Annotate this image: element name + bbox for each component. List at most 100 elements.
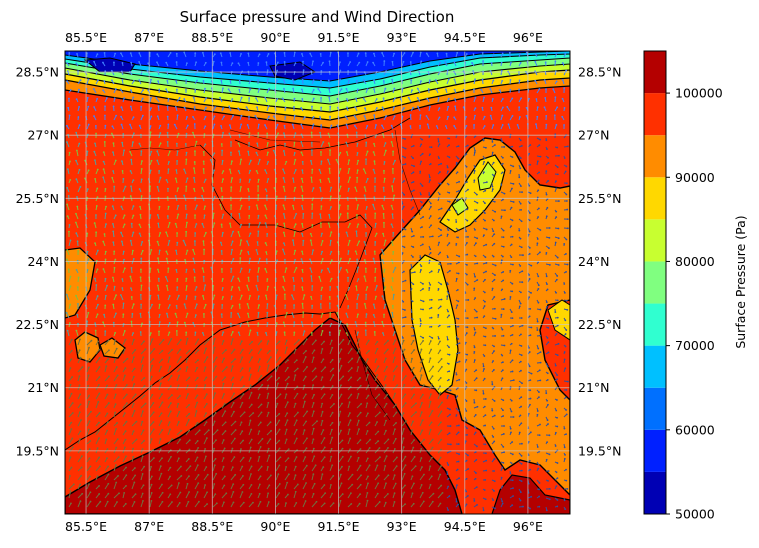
wind-arrow-head <box>475 97 477 99</box>
wind-arrow-head <box>518 176 520 178</box>
wind-arrow-head <box>429 79 431 81</box>
wind-arrow-head <box>529 219 531 221</box>
wind-arrow-head <box>267 303 269 305</box>
wind-arrow-head <box>283 242 285 244</box>
wind-arrow-head <box>473 89 475 91</box>
wind-arrow-head <box>384 178 386 180</box>
wind-arrow-head <box>413 439 415 441</box>
wind-arrow-head <box>131 313 133 315</box>
wind-arrow-head <box>224 403 226 405</box>
wind-arrow-head <box>373 143 375 145</box>
wind-arrow-head <box>422 283 424 285</box>
wind-arrow-head <box>548 162 550 164</box>
wind-arrow-head <box>426 98 428 100</box>
wind-arrow-head <box>453 116 455 118</box>
wind-arrow-head <box>223 340 225 342</box>
wind-arrow-head <box>441 401 443 403</box>
wind-arrow-head <box>282 276 284 278</box>
wind-arrow-head <box>530 192 532 194</box>
wind-arrow-head <box>445 89 447 91</box>
wind-arrow-head <box>431 270 433 272</box>
wind-arrow-head <box>226 366 228 368</box>
wind-arrow-head <box>364 107 366 109</box>
wind-arrow-head <box>69 224 71 226</box>
wind-arrow-head <box>557 257 559 259</box>
wind-arrow-head <box>411 358 413 360</box>
wind-arrow-head <box>339 79 341 81</box>
wind-arrow-head <box>215 439 217 441</box>
wind-arrow-head <box>132 231 134 233</box>
wind-arrow-head <box>440 377 442 379</box>
wind-arrow-head <box>387 349 389 351</box>
wind-arrow-head <box>130 52 132 54</box>
wind-arrow-head <box>345 294 347 296</box>
wind-arrow-head <box>558 155 560 157</box>
wind-arrow-head <box>393 195 395 197</box>
wind-arrow-head <box>412 246 414 248</box>
wind-arrow-head <box>430 340 432 342</box>
wind-arrow-head <box>385 430 387 432</box>
wind-arrow-head <box>126 394 128 396</box>
wind-arrow-head <box>88 258 90 260</box>
wind-arrow-head <box>205 304 207 306</box>
wind-arrow-head <box>530 398 532 400</box>
wind-arrow-head <box>312 438 314 440</box>
wind-arrow-head <box>492 360 494 362</box>
wind-arrow-head <box>546 207 548 209</box>
wind-arrow-head <box>494 335 496 337</box>
wind-arrow-head <box>97 250 99 252</box>
wind-arrow-head <box>373 151 375 153</box>
wind-arrow-head <box>113 106 115 108</box>
wind-arrow-head <box>221 196 223 198</box>
wind-arrow-head <box>124 267 126 269</box>
wind-arrow-head <box>436 53 438 55</box>
wind-arrow-head <box>518 88 520 90</box>
wind-arrow-head <box>277 61 279 63</box>
wind-arrow-head <box>465 116 467 118</box>
wind-arrow-head <box>282 249 284 251</box>
wind-arrow-head <box>319 169 321 171</box>
wind-arrow-head <box>79 169 81 171</box>
wind-arrow-head <box>412 157 414 159</box>
wind-arrow-head <box>264 169 266 171</box>
wind-arrow-head <box>383 60 385 62</box>
wind-arrow-head <box>457 199 459 201</box>
wind-arrow-head <box>178 375 180 377</box>
wind-arrow-head <box>539 424 541 426</box>
wind-arrow-head <box>409 69 411 71</box>
wind-arrow-head <box>340 258 342 260</box>
wind-arrow-head <box>124 412 126 414</box>
wind-arrow-head <box>256 332 258 334</box>
wind-arrow-head <box>168 161 170 163</box>
wind-arrow-head <box>257 275 259 277</box>
wind-arrow-head <box>385 115 387 117</box>
wind-arrow-head <box>339 358 341 360</box>
wind-arrow-head <box>432 235 434 237</box>
wind-arrow-head <box>293 331 295 333</box>
wind-arrow-head <box>538 180 540 182</box>
wind-arrow-head <box>113 142 115 144</box>
wind-arrow-head <box>141 160 143 162</box>
wind-arrow-head <box>282 98 284 100</box>
wind-arrow-head <box>537 321 539 323</box>
wind-arrow-head <box>231 177 233 179</box>
wind-arrow-head <box>294 231 296 233</box>
wind-arrow-head <box>534 80 536 82</box>
wind-arrow-head <box>547 423 549 425</box>
wind-arrow-head <box>222 178 224 180</box>
wind-arrow-head <box>115 88 117 90</box>
wind-arrow-head <box>66 125 68 127</box>
wind-arrow-head <box>381 321 383 323</box>
wind-arrow-head <box>366 206 368 208</box>
wind-arrow-head <box>311 203 313 205</box>
wind-arrow-head <box>355 285 357 287</box>
wind-arrow-head <box>287 367 289 369</box>
wind-arrow-head <box>339 204 341 206</box>
wind-arrow-head <box>229 52 231 54</box>
wind-arrow-head <box>248 215 250 217</box>
wind-arrow-head <box>267 152 269 154</box>
wind-arrow-head <box>412 206 414 208</box>
wind-arrow-head <box>257 322 259 324</box>
wind-arrow-head <box>320 295 322 297</box>
wind-arrow-head <box>475 414 477 416</box>
